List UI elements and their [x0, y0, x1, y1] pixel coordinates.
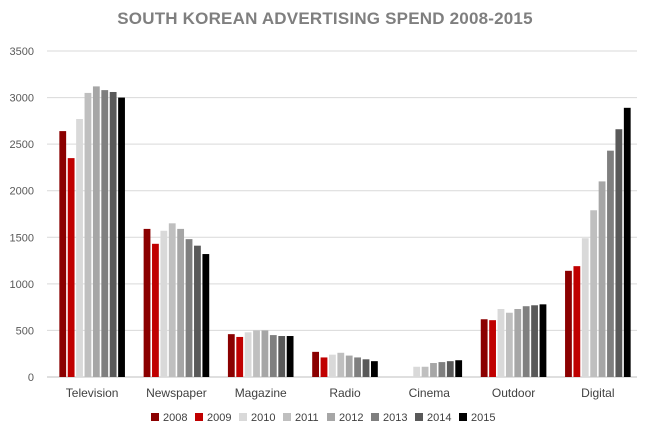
- bar-outdoor-2014: [531, 305, 538, 377]
- bar-magazine-2009: [236, 336, 244, 377]
- legend-label-2009: 2009: [207, 412, 231, 424]
- bar-newspaper-2011: [168, 223, 176, 377]
- bar-television-2015: [118, 97, 125, 378]
- bar-newspaper-2013: [185, 239, 193, 377]
- bar-television-2013: [101, 90, 109, 378]
- bar-cinema-2010: [413, 366, 421, 377]
- x-tick-label: Radio: [329, 386, 361, 400]
- bar-radio-2009: [320, 357, 328, 377]
- bar-radio-2010: [329, 354, 336, 377]
- bar-radio-2013: [354, 357, 361, 377]
- y-tick-label: 3000: [10, 93, 34, 105]
- legend-swatch-2014: [415, 413, 423, 421]
- bar-radio-2011: [337, 352, 345, 377]
- legend-swatch-2010: [239, 413, 247, 421]
- bar-magazine-2014: [278, 336, 286, 377]
- bar-cinema-2013: [438, 362, 446, 377]
- bar-radio-2012: [345, 355, 353, 377]
- x-tick-label: Television: [66, 386, 119, 400]
- bar-outdoor-2011: [505, 312, 513, 377]
- x-tick-label: Newspaper: [146, 386, 207, 400]
- bar-outdoor-2015: [539, 304, 547, 377]
- bar-television-2008: [59, 131, 67, 377]
- bar-digital-2012: [598, 181, 606, 377]
- bar-newspaper-2012: [177, 228, 185, 377]
- y-tick-label: 1500: [10, 232, 34, 244]
- bar-magazine-2011: [253, 330, 260, 377]
- legend-label-2013: 2013: [383, 412, 407, 424]
- legend-label-2008: 2008: [163, 412, 187, 424]
- y-tick-label: 0: [28, 372, 34, 384]
- legend-label-2012: 2012: [339, 412, 363, 424]
- bar-outdoor-2009: [489, 320, 496, 377]
- legend-label-2015: 2015: [471, 412, 495, 424]
- chart-title: SOUTH KOREAN ADVERTISING SPEND 2008-2015: [117, 9, 533, 28]
- legend-swatch-2012: [327, 413, 335, 421]
- bar-cinema-2014: [446, 361, 454, 377]
- y-tick-label: 2500: [10, 139, 34, 151]
- bar-radio-2015: [371, 361, 378, 377]
- bar-cinema-2015: [455, 360, 463, 377]
- bar-cinema-2011: [421, 366, 429, 377]
- bar-television-2010: [76, 118, 83, 377]
- legend-label-2014: 2014: [427, 412, 451, 424]
- bar-outdoor-2013: [522, 306, 530, 377]
- bar-magazine-2012: [261, 330, 269, 377]
- y-tick-label: 500: [16, 325, 34, 337]
- bar-digital-2015: [623, 107, 631, 378]
- x-tick-label: Outdoor: [492, 386, 535, 400]
- bar-digital-2011: [590, 210, 598, 377]
- bar-magazine-2010: [244, 332, 252, 377]
- bar-newspaper-2009: [152, 243, 159, 377]
- y-tick-label: 3500: [10, 46, 34, 58]
- x-tick-label: Digital: [581, 386, 614, 400]
- bar-newspaper-2008: [143, 228, 151, 377]
- y-tick-label: 1000: [10, 279, 34, 291]
- bar-newspaper-2014: [194, 245, 201, 377]
- bar-television-2011: [84, 92, 92, 378]
- legend-label-2011: 2011: [295, 412, 319, 424]
- bar-television-2014: [109, 91, 117, 378]
- x-tick-label: Cinema: [409, 386, 451, 400]
- bar-radio-2014: [362, 359, 370, 377]
- bar-outdoor-2010: [497, 309, 505, 377]
- legend-swatch-2009: [195, 413, 203, 421]
- bar-outdoor-2008: [480, 319, 488, 377]
- legend-swatch-2011: [283, 413, 291, 421]
- bar-digital-2013: [607, 150, 614, 377]
- bar-outdoor-2012: [514, 309, 522, 377]
- bar-newspaper-2015: [202, 254, 210, 377]
- bar-digital-2010: [581, 238, 589, 377]
- legend-label-2010: 2010: [251, 412, 275, 424]
- legend-swatch-2008: [151, 413, 159, 421]
- bar-television-2012: [92, 86, 100, 377]
- bar-radio-2008: [312, 351, 319, 377]
- bar-magazine-2015: [286, 336, 294, 377]
- bar-television-2009: [67, 158, 75, 377]
- bar-digital-2014: [615, 129, 623, 377]
- bar-cinema-2012: [430, 363, 437, 377]
- bar-magazine-2013: [269, 335, 277, 377]
- legend-swatch-2015: [459, 413, 467, 421]
- x-tick-label: Magazine: [235, 386, 287, 400]
- bar-digital-2009: [573, 266, 581, 377]
- y-tick-label: 2000: [10, 186, 34, 198]
- bar-digital-2008: [565, 270, 572, 377]
- bar-newspaper-2010: [160, 230, 168, 377]
- legend-swatch-2013: [371, 413, 379, 421]
- bar-magazine-2008: [227, 334, 235, 377]
